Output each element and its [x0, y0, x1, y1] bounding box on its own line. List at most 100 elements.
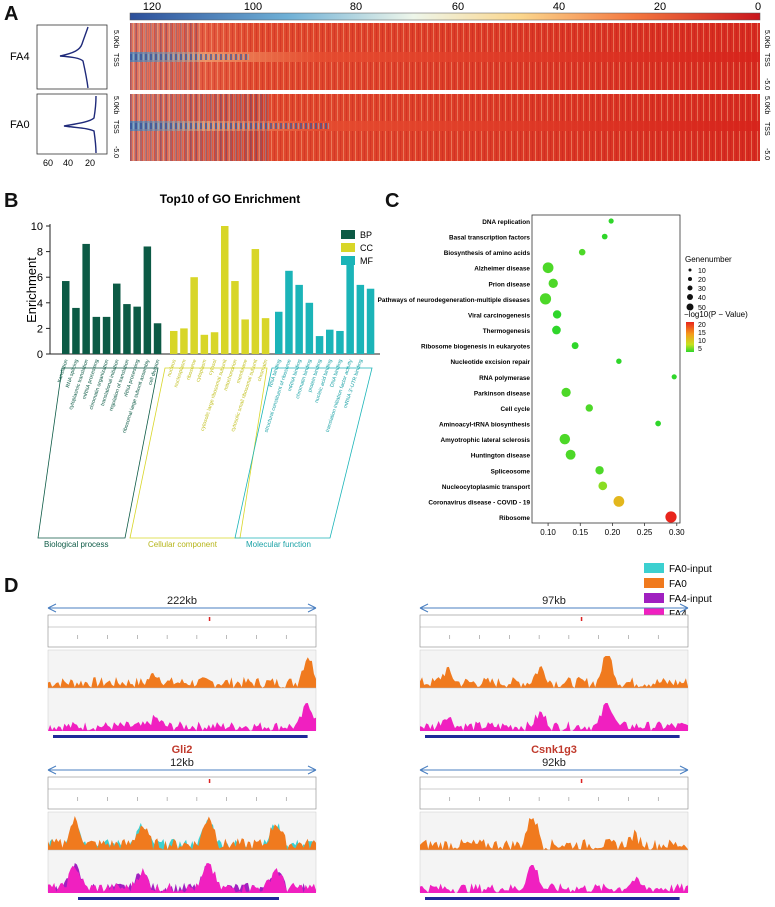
signal-frame	[419, 811, 689, 893]
signal-fa4	[420, 703, 688, 731]
span-arrow-right-head	[679, 765, 689, 775]
heatmap-axis-label: 5.0Kb	[763, 30, 770, 48]
panel-a: A 120 100 80 60 40 20 0 FA4 5.0Kb TSS -5…	[4, 1, 770, 168]
chart-b-legend: BP CC MF	[341, 230, 373, 266]
size-legend-dot	[686, 303, 694, 311]
size-legend-value: 10	[698, 268, 706, 275]
heatmap-axis-label: -5.0	[763, 148, 770, 160]
size-legend: Genenumber 10 20 30 40 50	[685, 255, 732, 312]
color-legend-value: 10	[698, 338, 706, 345]
x-tick-label: 0.15	[572, 528, 588, 537]
sample-label-fa0: FA0	[10, 119, 30, 131]
signal-fa0	[48, 816, 316, 850]
legend-label-mf: MF	[360, 256, 373, 266]
profile-axis-label: TSS	[112, 53, 119, 67]
bubble	[598, 481, 608, 491]
span-label: 12kb	[170, 757, 194, 769]
y-tick-label: 2	[37, 323, 43, 335]
bubble	[613, 496, 625, 507]
bubble	[616, 358, 622, 364]
chart-b-ylabel: Enrichment	[24, 257, 39, 323]
pathway-label: Nucleocytoplasmic transport	[442, 484, 531, 491]
legend-swatch-mf	[341, 256, 355, 265]
bar	[251, 249, 260, 354]
panel-b-letter: B	[4, 190, 18, 212]
group-label-cc: Cellular component	[148, 540, 218, 549]
gene-model-bar	[78, 897, 279, 900]
group-box-bp	[37, 367, 159, 539]
size-legend-title: Genenumber	[685, 255, 732, 264]
colorbar-tick-label: 0	[755, 1, 761, 13]
bar	[133, 306, 141, 354]
signal-fa0	[48, 657, 316, 688]
legend-label-fa0-input: FA0-input	[669, 564, 712, 575]
pathway-label: Huntington disease	[471, 453, 531, 460]
bubble	[671, 374, 677, 380]
size-legend-dot	[688, 268, 692, 272]
bar	[285, 270, 293, 354]
bar	[92, 316, 101, 354]
bar	[346, 259, 354, 354]
colorbar-tick-label: 120	[143, 1, 161, 13]
profile-plot-fa0	[36, 93, 108, 155]
color-legend-value: 5	[698, 346, 702, 353]
size-legend-value: 20	[698, 277, 706, 284]
y-tick-label: 0	[37, 349, 43, 361]
span-arrow-right-head	[679, 603, 689, 613]
bubble	[585, 404, 593, 412]
bar	[143, 246, 152, 354]
legend-label-cc: CC	[360, 243, 373, 253]
bubble	[542, 262, 554, 274]
size-legend-dot	[688, 277, 692, 281]
heatmap-fa0	[130, 94, 760, 161]
track-panel: 97kb Csnk1g3	[419, 595, 689, 756]
plot-frame	[531, 214, 681, 524]
pathway-label: RNA polymerase	[479, 375, 530, 382]
colorbar: 120 100 80 60 40 20 0	[129, 1, 761, 21]
span-label: 92kb	[542, 757, 566, 769]
bar-category-label: cytosol	[208, 359, 219, 376]
color-legend: −log10(P − Value) 20 15 10 5	[684, 310, 748, 353]
legend-swatch-cc	[341, 243, 355, 252]
heatmap-axis-label: -5.0	[763, 78, 770, 90]
bar	[153, 323, 162, 354]
bar	[326, 329, 334, 354]
size-legend-value: 50	[698, 305, 706, 312]
panel-c-letter: C	[385, 190, 399, 212]
signal-fa0	[420, 818, 688, 850]
y-tick-label: 4	[37, 298, 43, 310]
bar	[82, 243, 90, 354]
size-legend-value: 40	[698, 295, 706, 302]
profile-axis-label: TSS	[112, 120, 119, 134]
signal-fa0	[420, 656, 688, 688]
bar	[190, 277, 198, 354]
pathway-label: Amyotrophic lateral sclerosis	[440, 437, 530, 444]
pathway-label: Alzheimer disease	[474, 266, 530, 273]
heatmap-axis-label: 5.0Kb	[763, 96, 770, 114]
signal-frame	[47, 649, 317, 731]
pathway-label: Thermogenesis	[483, 328, 531, 335]
genome-tracks: 222kb Gli2 97kb Csnk1g3 12kbHhatl 92kbSmurf1	[47, 595, 689, 907]
legend-label-fa4-input: FA4-input	[669, 594, 712, 605]
bubble	[608, 218, 614, 224]
panel-b: B Top10 of GO Enrichment Enrichment 0 2 4 6…	[4, 190, 380, 549]
colorbar-tick-label: 80	[350, 1, 362, 13]
pathway-label: Spliceosome	[491, 468, 531, 475]
color-legend-value: 15	[698, 330, 706, 337]
bar	[336, 330, 344, 354]
bar	[123, 304, 131, 354]
group-label-mf: Molecular function	[246, 540, 311, 549]
bar	[180, 328, 188, 354]
bubble	[539, 293, 552, 305]
y-tick-label: 10	[31, 221, 43, 233]
pathway-label: Prion disease	[488, 281, 530, 288]
profile-x-tick: 60	[43, 158, 53, 168]
pathway-label: Nucleotide excision repair	[450, 359, 530, 366]
bubble	[578, 248, 586, 256]
legend-swatch-fa4	[644, 608, 664, 618]
signal-fa4	[48, 863, 316, 893]
profile-line-fa4	[59, 26, 89, 89]
bubble	[565, 449, 576, 460]
track-panel: 222kb Gli2	[47, 595, 317, 756]
